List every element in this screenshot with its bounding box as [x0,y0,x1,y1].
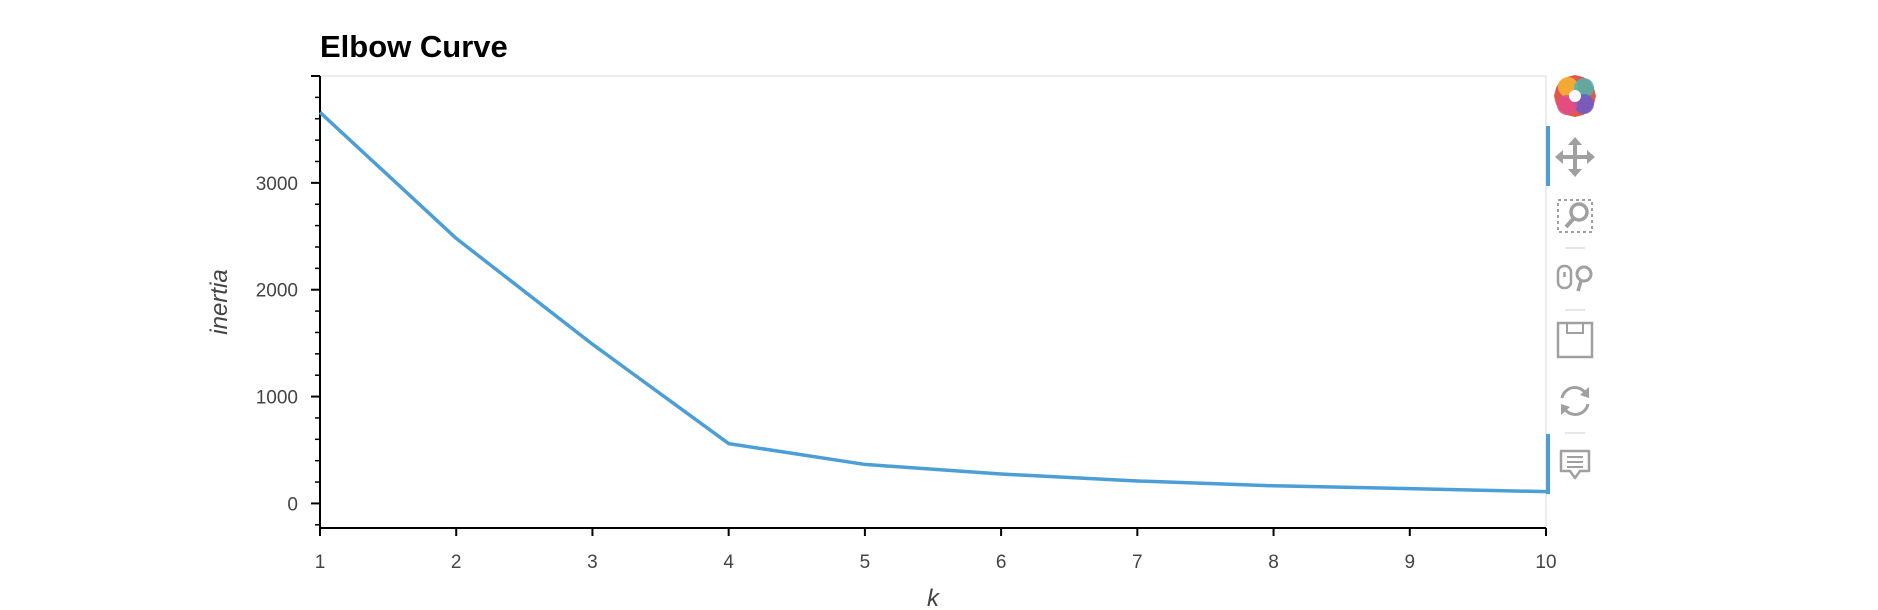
x-tick-label: 9 [1404,552,1415,573]
x-tick-label: 2 [451,552,462,573]
y-tick-label: 1000 [256,388,298,409]
x-tick-label: 6 [996,552,1007,573]
x-tick-label: 5 [860,552,871,573]
y-axis-label: inertia [206,269,233,334]
x-tick-label: 8 [1268,552,1279,573]
pan-tool-icon[interactable] [1555,137,1595,177]
x-axis-label: k [927,585,941,610]
y-tick-label: 2000 [256,281,298,302]
hover-tool-icon[interactable] [1559,449,1591,480]
x-tick-label: 1 [315,552,326,573]
box-zoom-tool-icon[interactable] [1557,199,1593,233]
pan-tool-active-indicator [1546,126,1550,186]
series-line-0 [318,111,1547,494]
wheel-zoom-tool-icon[interactable] [1556,264,1593,292]
x-tick-label: 4 [723,552,734,573]
plot-frame [319,75,1547,529]
x-tick-label: 3 [587,552,598,573]
toolbar [1546,75,1596,494]
x-tick-label: 7 [1132,552,1143,573]
x-axis: 1 2 3 4 5 6 7 8 9 10 [315,527,1557,573]
y-tick-label: 3000 [256,174,298,195]
chart-title: Elbow Curve [320,29,508,64]
y-axis: 0 1000 2000 3000 [256,75,321,528]
x-tick-label: 10 [1535,552,1556,573]
hover-tool-active-indicator [1546,434,1550,494]
y-tick-label: 0 [287,494,298,515]
save-tool-icon[interactable] [1556,321,1594,359]
bokeh-logo-icon [1554,75,1596,117]
reset-tool-icon[interactable] [1560,386,1590,416]
series-layer [318,111,1547,494]
